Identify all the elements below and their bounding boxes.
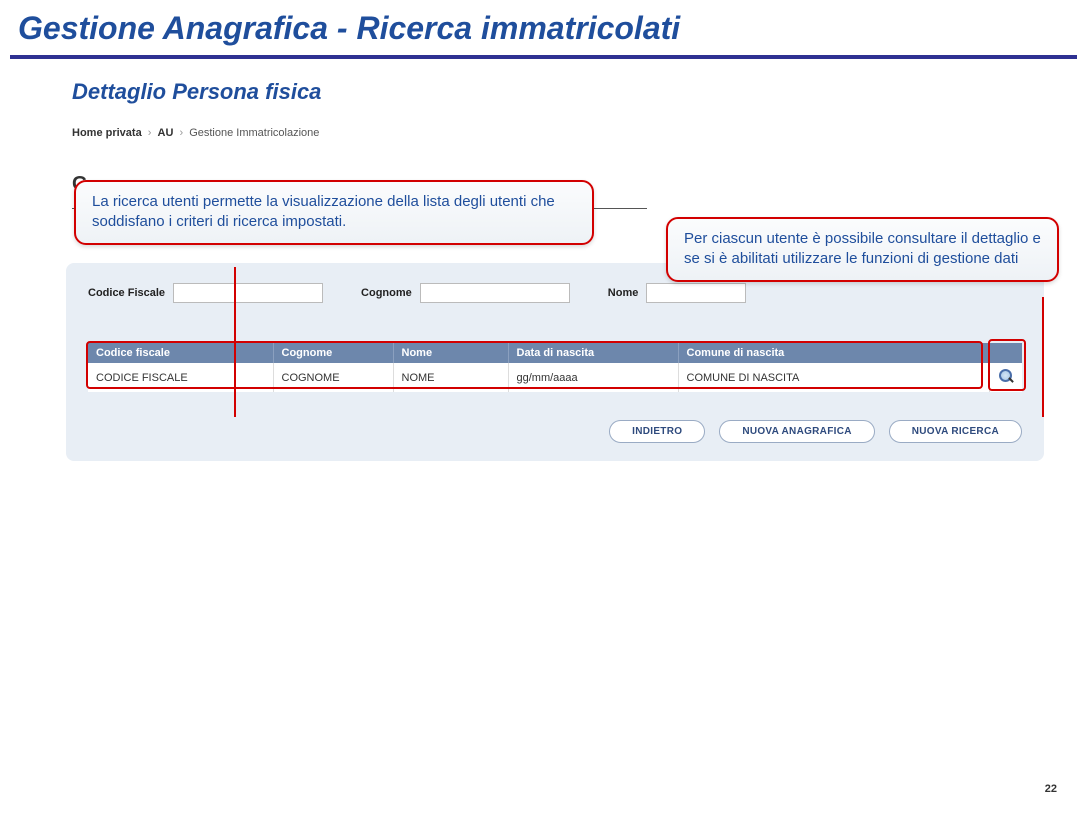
callout-search-description: La ricerca utenti permette la visualizza… [74, 180, 594, 245]
callout-connector-right [1042, 297, 1044, 417]
label-cognome: Cognome [361, 287, 412, 299]
breadcrumb-separator: › [148, 127, 152, 139]
breadcrumb-item-current: Gestione Immatricolazione [189, 127, 319, 139]
table-row: CODICE FISCALE COGNOME NOME gg/mm/aaaa C… [88, 363, 1022, 392]
col-header-data: Data di nascita [508, 343, 678, 363]
breadcrumb-separator: › [179, 127, 183, 139]
search-panel: Codice Fiscale Cognome Nome Codice fisca… [66, 263, 1044, 461]
nuova-anagrafica-button[interactable]: NUOVA ANAGRAFICA [719, 420, 874, 443]
callout-detail-description: Per ciascun utente è possibile consultar… [666, 217, 1059, 282]
results-table: Codice fiscale Cognome Nome Data di nasc… [88, 343, 1022, 392]
title-underline [10, 55, 1077, 59]
input-nome[interactable] [646, 283, 746, 303]
cell-action [990, 363, 1023, 392]
results-wrapper: Codice fiscale Cognome Nome Data di nasc… [88, 343, 1022, 392]
col-header-cf: Codice fiscale [88, 343, 273, 363]
input-codice-fiscale[interactable] [173, 283, 323, 303]
col-header-cognome: Cognome [273, 343, 393, 363]
breadcrumb-item-au[interactable]: AU [158, 127, 174, 139]
label-nome: Nome [608, 287, 639, 299]
breadcrumb: Home privata › AU › Gestione Immatricola… [0, 123, 1087, 143]
callout-connector-left [234, 267, 236, 417]
input-cognome[interactable] [420, 283, 570, 303]
slide-title: Gestione Anagrafica - Ricerca immatricol… [0, 0, 1087, 55]
cell-comune: COMUNE DI NASCITA [678, 363, 990, 392]
col-header-nome: Nome [393, 343, 508, 363]
indietro-button[interactable]: INDIETRO [609, 420, 705, 443]
table-header-row: Codice fiscale Cognome Nome Data di nasc… [88, 343, 1022, 363]
search-filter-row: Codice Fiscale Cognome Nome [88, 283, 1022, 303]
page-number: 22 [1045, 783, 1057, 795]
magnifier-icon[interactable] [998, 368, 1014, 384]
breadcrumb-item-home[interactable]: Home privata [72, 127, 142, 139]
label-codice-fiscale: Codice Fiscale [88, 287, 165, 299]
nuova-ricerca-button[interactable]: NUOVA RICERCA [889, 420, 1022, 443]
button-row: INDIETRO NUOVA ANAGRAFICA NUOVA RICERCA [88, 420, 1022, 443]
col-header-comune: Comune di nascita [678, 343, 990, 363]
screenshot-panel: G La ricerca utenti permette la visualiz… [66, 173, 1051, 461]
cell-nome: NOME [393, 363, 508, 392]
cell-cognome: COGNOME [273, 363, 393, 392]
col-header-action [990, 343, 1023, 363]
subtitle: Dettaglio Persona fisica [0, 79, 1087, 105]
cell-data: gg/mm/aaaa [508, 363, 678, 392]
cell-cf: CODICE FISCALE [88, 363, 273, 392]
